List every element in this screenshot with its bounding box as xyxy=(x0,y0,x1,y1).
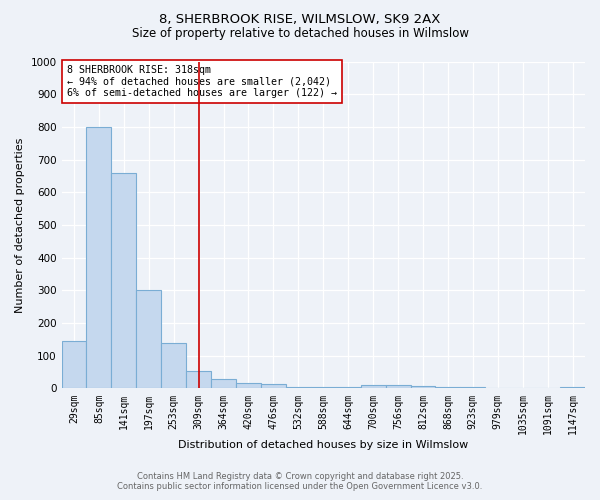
Bar xyxy=(410,386,436,388)
Bar xyxy=(211,378,236,388)
Bar xyxy=(560,387,585,388)
Bar xyxy=(261,384,286,388)
Text: Contains HM Land Registry data © Crown copyright and database right 2025.
Contai: Contains HM Land Registry data © Crown c… xyxy=(118,472,482,491)
Bar xyxy=(112,172,136,388)
Bar xyxy=(361,385,386,388)
Y-axis label: Number of detached properties: Number of detached properties xyxy=(15,138,25,312)
Bar xyxy=(386,385,410,388)
X-axis label: Distribution of detached houses by size in Wilmslow: Distribution of detached houses by size … xyxy=(178,440,469,450)
Bar xyxy=(136,290,161,388)
Bar xyxy=(62,341,86,388)
Bar xyxy=(236,382,261,388)
Text: 8 SHERBROOK RISE: 318sqm
← 94% of detached houses are smaller (2,042)
6% of semi: 8 SHERBROOK RISE: 318sqm ← 94% of detach… xyxy=(67,65,337,98)
Text: 8, SHERBROOK RISE, WILMSLOW, SK9 2AX: 8, SHERBROOK RISE, WILMSLOW, SK9 2AX xyxy=(160,12,440,26)
Bar xyxy=(186,372,211,388)
Bar xyxy=(161,344,186,388)
Bar xyxy=(286,387,311,388)
Text: Size of property relative to detached houses in Wilmslow: Size of property relative to detached ho… xyxy=(131,28,469,40)
Bar xyxy=(460,387,485,388)
Bar xyxy=(86,127,112,388)
